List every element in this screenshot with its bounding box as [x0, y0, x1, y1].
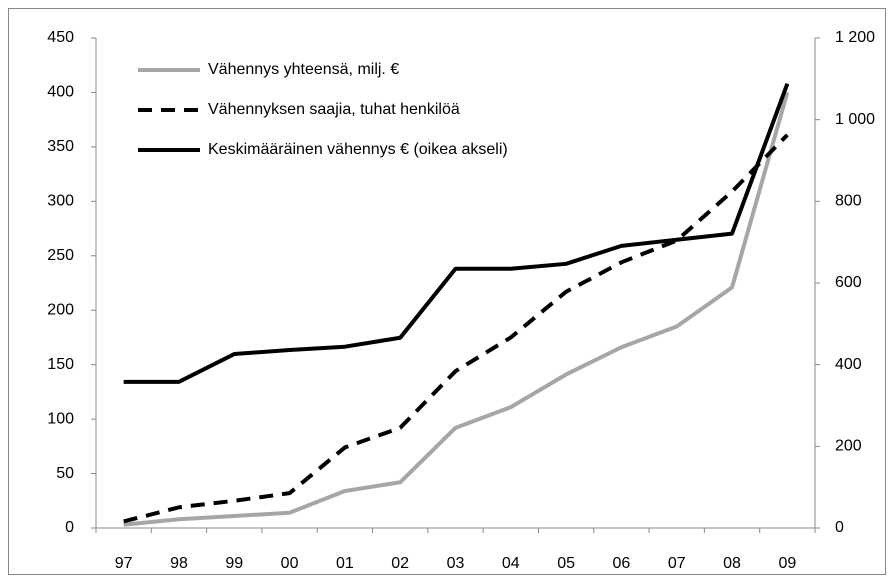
x-tick-label: 07: [668, 555, 686, 572]
y-tick-label: 100: [47, 410, 74, 427]
x-tick-label: 03: [447, 555, 465, 572]
x-tick-label: 99: [225, 555, 243, 572]
y2-tick-label: 800: [835, 193, 862, 210]
y-tick-label: 350: [47, 138, 74, 155]
y2-tick-label: 600: [835, 274, 862, 291]
legend-label: Vähennyksen saajia, tuhat henkilöä: [208, 101, 460, 118]
series-line: [123, 133, 789, 524]
legend-label: Vähennys yhteensä, milj. €: [208, 61, 399, 78]
y-tick-label: 450: [47, 29, 74, 46]
x-tick-label: 08: [723, 555, 741, 572]
series-line: [123, 83, 790, 384]
x-tick-label: 04: [502, 555, 520, 572]
x-tick-label: 01: [336, 555, 354, 572]
y-tick-label: 50: [56, 465, 74, 482]
y-tick-label: 300: [47, 193, 74, 210]
x-tick-label: 97: [115, 555, 133, 572]
series-line: [123, 91, 790, 527]
y2-tick-label: 0: [835, 519, 844, 536]
y2-tick-label: 1 000: [835, 111, 875, 128]
x-tick-label: 09: [778, 555, 796, 572]
x-tick-label: 02: [391, 555, 409, 572]
legend-label: Keskimääräinen vähennys € (oikea akseli): [208, 141, 508, 158]
x-tick-label: 06: [613, 555, 631, 572]
x-tick-label: 00: [281, 555, 299, 572]
y-tick-label: 250: [47, 247, 74, 264]
x-tick-label: 05: [557, 555, 575, 572]
y-tick-label: 150: [47, 356, 74, 373]
y-tick-label: 200: [47, 301, 74, 318]
y-tick-label: 0: [65, 519, 74, 536]
y2-tick-label: 400: [835, 356, 862, 373]
chart-frame: [8, 8, 886, 575]
y-tick-label: 400: [47, 84, 74, 101]
y2-tick-label: 1 200: [835, 29, 875, 46]
x-tick-label: 98: [170, 555, 188, 572]
y2-tick-label: 200: [835, 438, 862, 455]
